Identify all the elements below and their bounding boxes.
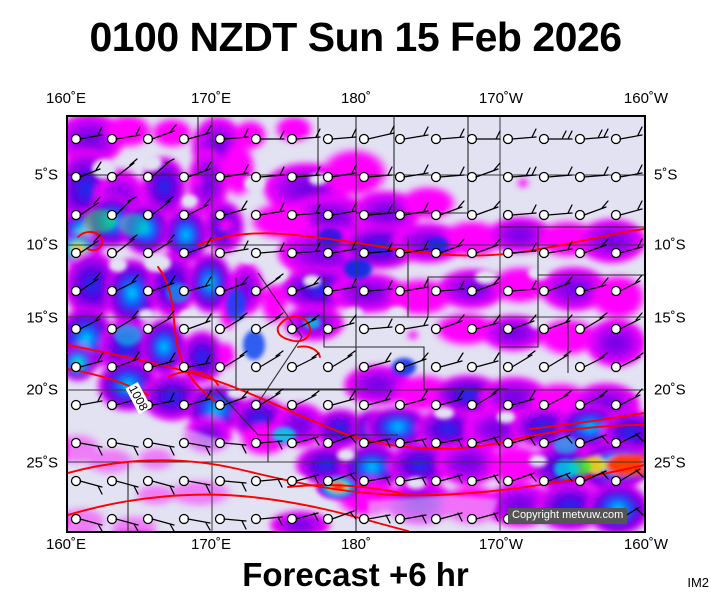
axis-top-label-160W: 160˚W	[623, 90, 669, 107]
rainfall-heatmap	[68, 117, 644, 531]
axis-left-label-25S: 25˚S	[26, 454, 58, 472]
axis-right-label-5S: 5˚S	[654, 166, 678, 184]
axis-left-label-20S: 20˚S	[26, 381, 58, 399]
axis-bottom-label-180: 180˚	[340, 536, 372, 553]
axis-top-label-170W: 170˚W	[478, 90, 524, 107]
wind-barb-field	[70, 124, 644, 531]
image-code-label: IM2	[687, 575, 709, 590]
forecast-lead-label: Forecast +6 hr	[242, 556, 469, 593]
axis-left-label-15S: 15˚S	[26, 309, 58, 327]
axis-right-label-15S: 15˚S	[654, 309, 686, 327]
axis-bottom-label-170W: 170˚W	[478, 536, 524, 553]
axis-top-label-160E: 160˚E	[45, 90, 87, 107]
axis-right-label-10S: 10˚S	[654, 236, 686, 254]
axis-bottom-label-160W: 160˚W	[623, 536, 669, 553]
axis-right-label-20S: 20˚S	[654, 381, 686, 399]
axis-left-label-5S: 5˚S	[34, 166, 58, 184]
copyright-watermark: Copyright metvuw.com	[508, 508, 628, 524]
axis-left-label-10S: 10˚S	[26, 236, 58, 254]
page-title: 0100 NZDT Sun 15 Feb 2026	[89, 14, 622, 60]
forecast-map[interactable]: 1008 Copyright metvuw.com	[66, 115, 646, 533]
axis-top-label-170E: 170˚E	[190, 90, 232, 107]
axis-bottom-label-170E: 170˚E	[190, 536, 232, 553]
axis-right-label-25S: 25˚S	[654, 454, 686, 472]
axis-top-label-180: 180˚	[340, 90, 372, 107]
axis-bottom-label-160E: 160˚E	[45, 536, 87, 553]
